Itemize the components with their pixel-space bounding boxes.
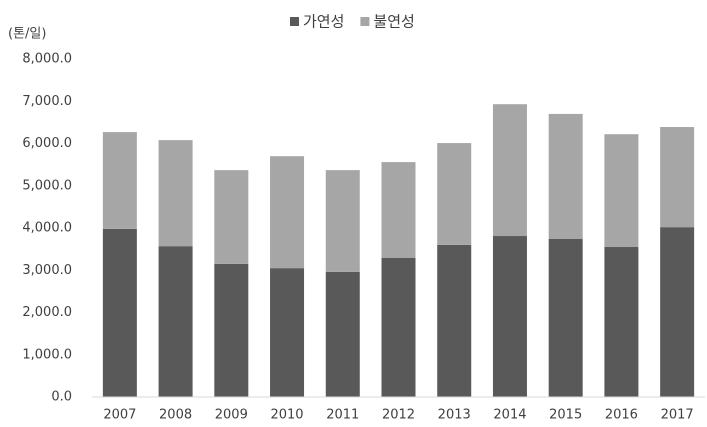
bar-segment	[660, 127, 695, 228]
bar-segment	[548, 238, 583, 397]
x-tick-label: 2015	[549, 408, 582, 423]
x-tick-label: 2009	[215, 408, 248, 423]
bar-segment	[381, 162, 416, 258]
bar-segment	[437, 143, 472, 245]
x-tick-label: 2011	[326, 408, 359, 423]
y-tick-label: 4,000.0	[22, 221, 72, 236]
y-tick-label: 6,000.0	[22, 136, 72, 151]
bar-segment	[548, 113, 583, 239]
y-tick-label: 3,000.0	[22, 263, 72, 278]
bar-segment	[158, 246, 193, 397]
x-tick-label: 2017	[661, 408, 694, 423]
bar-segment	[325, 271, 360, 397]
x-tick-label: 2014	[493, 408, 526, 423]
unit-label: (톤/일)	[8, 27, 46, 42]
legend-label: 가연성	[303, 13, 344, 31]
x-tick-label: 2016	[605, 408, 638, 423]
bar-segment	[604, 134, 639, 248]
bar-segment	[492, 236, 527, 397]
y-tick-label: 8,000.0	[22, 52, 72, 67]
bar-segment	[102, 132, 137, 229]
bar-segment	[158, 140, 193, 247]
bar-segment	[270, 268, 305, 397]
x-tick-label: 2013	[438, 408, 471, 423]
bar-segment	[102, 228, 137, 397]
y-tick-label: 2,000.0	[22, 305, 72, 320]
y-tick-label: 1,000.0	[22, 347, 72, 362]
legend-swatch	[290, 17, 299, 26]
x-tick-label: 2012	[382, 408, 415, 423]
bar-segment	[660, 227, 695, 397]
bar-segment	[604, 247, 639, 397]
legend-label: 불연성	[373, 13, 414, 31]
bar-segment	[492, 104, 527, 237]
x-tick-label: 2010	[270, 408, 303, 423]
bar-segment	[214, 170, 249, 264]
y-tick-label: 5,000.0	[22, 178, 72, 193]
y-tick-label: 7,000.0	[22, 94, 72, 109]
bar-segment	[381, 257, 416, 397]
x-tick-label: 2008	[159, 408, 192, 423]
legend-swatch	[360, 17, 370, 26]
bar-segment	[214, 263, 249, 397]
bar-segment	[270, 156, 305, 269]
x-tick-label: 2007	[103, 408, 136, 423]
bar-segment	[325, 170, 360, 272]
y-tick-label: 0.0	[51, 390, 72, 405]
bar-segment	[437, 244, 472, 397]
